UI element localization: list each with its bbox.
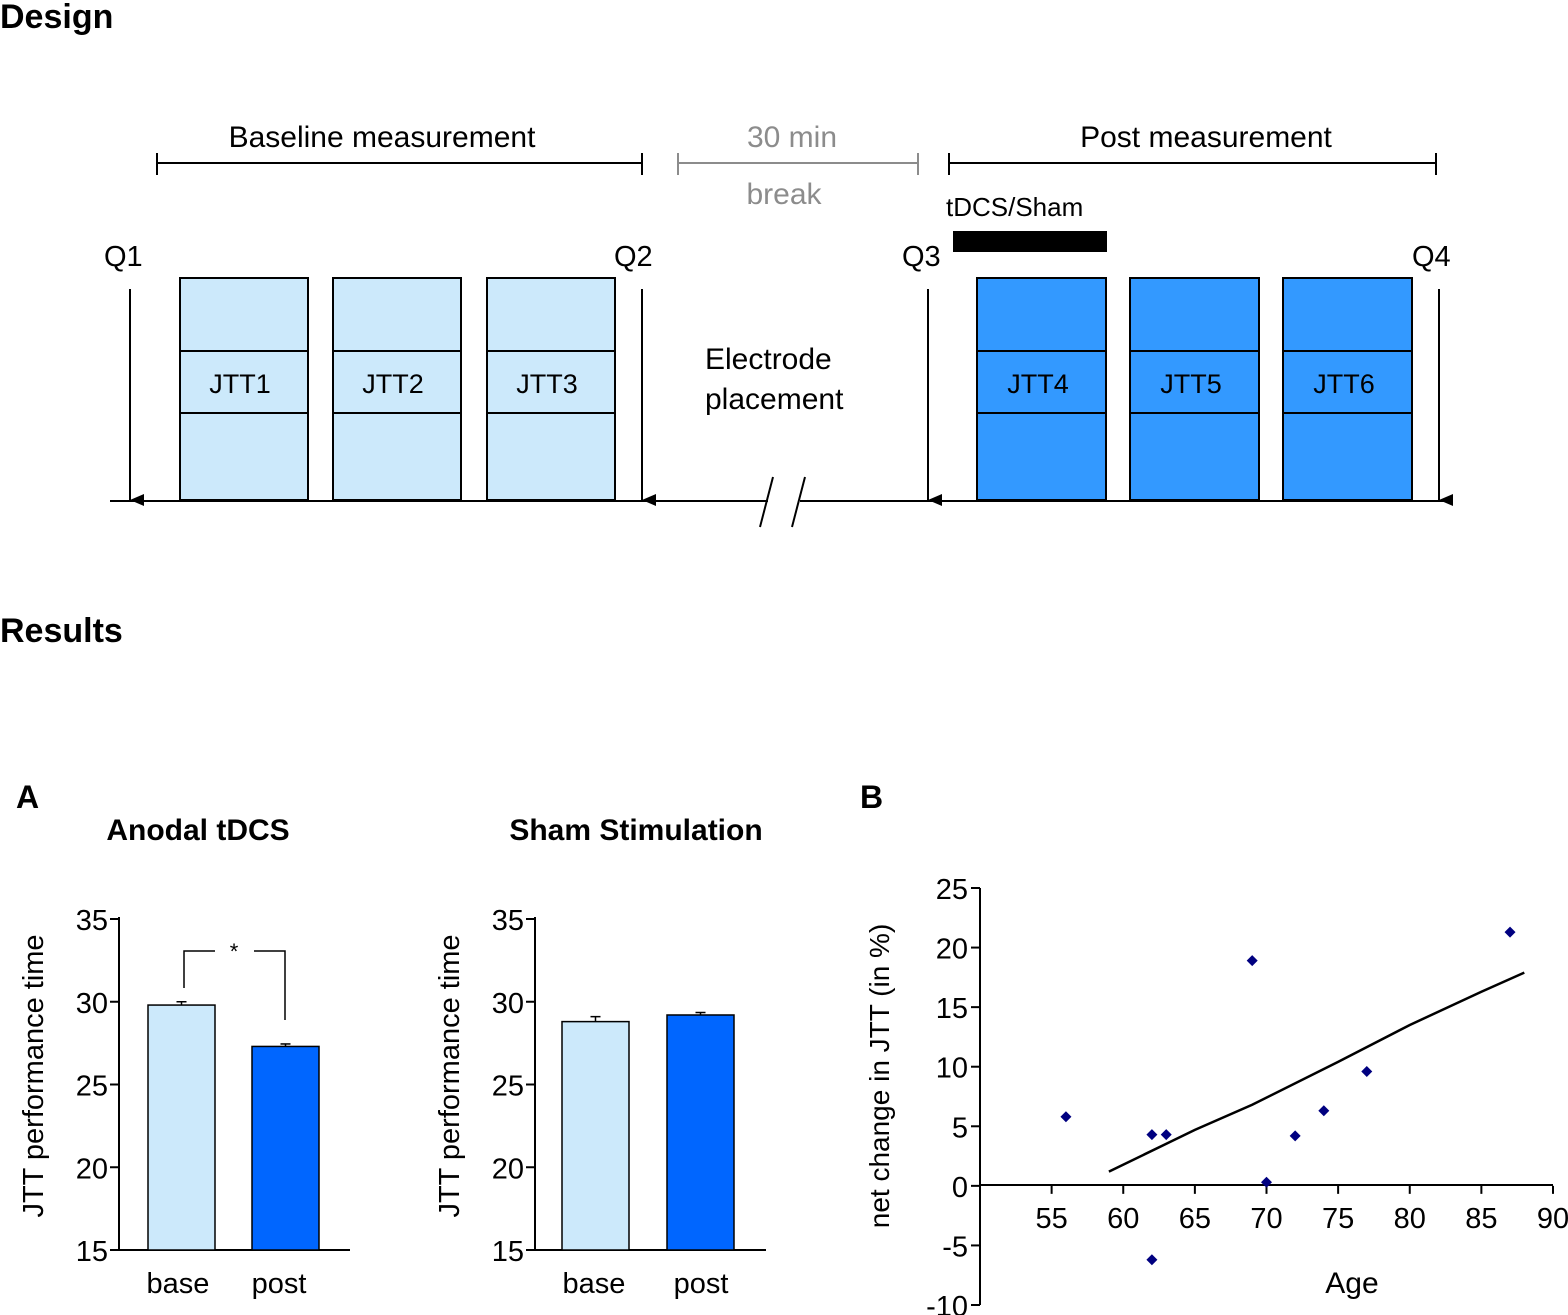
break-word-label: break (746, 178, 822, 211)
jtt-block-4: JTT4 (976, 277, 1107, 501)
chart-anodal-ytick-1: 20 (76, 1153, 108, 1185)
chart-anodal-significance-label: * (230, 939, 239, 964)
chart-sham-ytick-0: 15 (492, 1236, 524, 1268)
jtt-block-6-label: JTT6 (1313, 369, 1375, 399)
chart-scatter-xtick-4: 75 (1322, 1203, 1354, 1235)
baseline-label: Baseline measurement (229, 121, 536, 154)
jtt-block-3-label: JTT3 (516, 369, 578, 399)
results-heading: Results (0, 612, 123, 650)
jtt-blocks: JTT1 JTT2 JTT3 JTT4 JTT5 (179, 277, 1413, 501)
chart-scatter-ytick-7: 25 (936, 874, 968, 906)
break-time-label: 30 min (747, 121, 837, 154)
chart-anodal: Anodal tDCS JTT performance time 15 20 25 3… (18, 814, 350, 1300)
chart-scatter-ytick-1: -5 (942, 1231, 968, 1263)
jtt-block-2: JTT2 (332, 277, 462, 501)
q1-label: Q1 (104, 241, 143, 273)
chart-sham-ytick-2: 25 (492, 1071, 524, 1103)
chart-anodal-bar-post (251, 1045, 320, 1251)
jtt-block-1: JTT1 (179, 277, 309, 501)
q3-label: Q3 (902, 241, 941, 273)
electrode-line1: Electrode (705, 343, 832, 376)
stim-label: tDCS/Sham (946, 192, 1083, 222)
chart-scatter-ytick-0: -10 (926, 1291, 968, 1315)
chart-sham: Sham Stimulation JTT performance time 15… (434, 814, 766, 1300)
chart-anodal-title: Anodal tDCS (106, 814, 289, 847)
chart-scatter-point-8 (1361, 1065, 1373, 1077)
chart-anodal-ytick-3: 30 (76, 988, 108, 1020)
chart-scatter-point-2 (1160, 1129, 1172, 1141)
chart-scatter-point-5 (1261, 1176, 1272, 1188)
chart-scatter-ytick-6: 20 (936, 934, 968, 966)
q-arrows (129, 289, 1453, 506)
chart-scatter-point-6 (1289, 1130, 1301, 1142)
chart-anodal-xtick-base: base (147, 1268, 210, 1300)
chart-scatter-xtick-1: 60 (1107, 1203, 1139, 1235)
panel-a-letter: A (16, 779, 39, 815)
chart-sham-title: Sham Stimulation (509, 814, 762, 847)
chart-sham-xtick-base: base (563, 1268, 626, 1300)
chart-scatter-trendline (1108, 971, 1525, 1173)
chart-scatter-ytick-5: 15 (936, 993, 968, 1025)
chart-anodal-ytick-4: 35 (76, 905, 108, 937)
chart-scatter-xtick-2: 65 (1179, 1203, 1211, 1235)
jtt-block-6: JTT6 (1282, 277, 1413, 501)
post-bracket (948, 153, 1437, 175)
q4-label: Q4 (1412, 241, 1451, 273)
chart-scatter-point-4 (1246, 955, 1258, 967)
jtt-block-2-label: JTT2 (362, 369, 424, 399)
chart-scatter-ytick-2: 0 (952, 1172, 968, 1204)
chart-scatter-point-9 (1504, 926, 1516, 938)
chart-scatter-point-0 (1060, 1111, 1072, 1123)
chart-sham-bar-post (666, 1014, 735, 1251)
jtt-block-5-label: JTT5 (1160, 369, 1222, 399)
chart-scatter-point-1 (1146, 1129, 1158, 1141)
jtt-block-4-label: JTT4 (1007, 369, 1069, 399)
jtt-block-1-label: JTT1 (209, 369, 271, 399)
baseline-bracket (156, 153, 643, 175)
chart-sham-bar-base (561, 1020, 630, 1251)
jtt-block-5: JTT5 (1129, 277, 1260, 501)
design-heading: Design (0, 0, 113, 36)
chart-anodal-ytick-0: 15 (76, 1236, 108, 1268)
chart-sham-ytick-3: 30 (492, 988, 524, 1020)
chart-anodal-significance-bracket (183, 950, 286, 1020)
panel-b-letter: B (860, 779, 883, 815)
q2-label: Q2 (614, 241, 653, 273)
chart-scatter-point-7 (1318, 1105, 1330, 1117)
chart-sham-xtick-post: post (674, 1268, 729, 1300)
chart-scatter-xtick-5: 80 (1394, 1203, 1426, 1235)
chart-scatter-ylabel: net change in JTT (in %) (864, 924, 895, 1229)
chart-sham-ytick-4: 35 (492, 905, 524, 937)
chart-sham-ytick-1: 20 (492, 1153, 524, 1185)
chart-scatter: net change in JTT (in %) Age -10 -5 0 5 10 15… (864, 874, 1568, 1315)
chart-scatter-xlabel: Age (1325, 1267, 1378, 1300)
chart-scatter-point-3 (1146, 1254, 1158, 1266)
stim-bar (953, 231, 1107, 252)
chart-anodal-bar-base (147, 1004, 216, 1251)
chart-scatter-xtick-3: 70 (1250, 1203, 1282, 1235)
chart-scatter-ytick-3: 5 (952, 1112, 968, 1144)
timeline-break-mark-1 (759, 476, 774, 528)
post-label: Post measurement (1080, 121, 1332, 154)
chart-anodal-xtick-post: post (252, 1268, 307, 1300)
chart-scatter-xtick-0: 55 (1035, 1203, 1067, 1235)
chart-anodal-ytick-2: 25 (76, 1071, 108, 1103)
chart-anodal-ylabel: JTT performance time (18, 934, 50, 1217)
chart-sham-ylabel: JTT performance time (434, 934, 466, 1217)
chart-scatter-xtick-6: 85 (1465, 1203, 1497, 1235)
chart-scatter-ytick-4: 10 (936, 1053, 968, 1085)
jtt-block-3: JTT3 (486, 277, 616, 501)
chart-scatter-xtick-7: 90 (1537, 1203, 1568, 1235)
timeline (110, 476, 1450, 528)
timeline-break-mark-2 (791, 476, 806, 528)
electrode-line2: placement (705, 383, 844, 416)
break-bracket (677, 153, 919, 175)
